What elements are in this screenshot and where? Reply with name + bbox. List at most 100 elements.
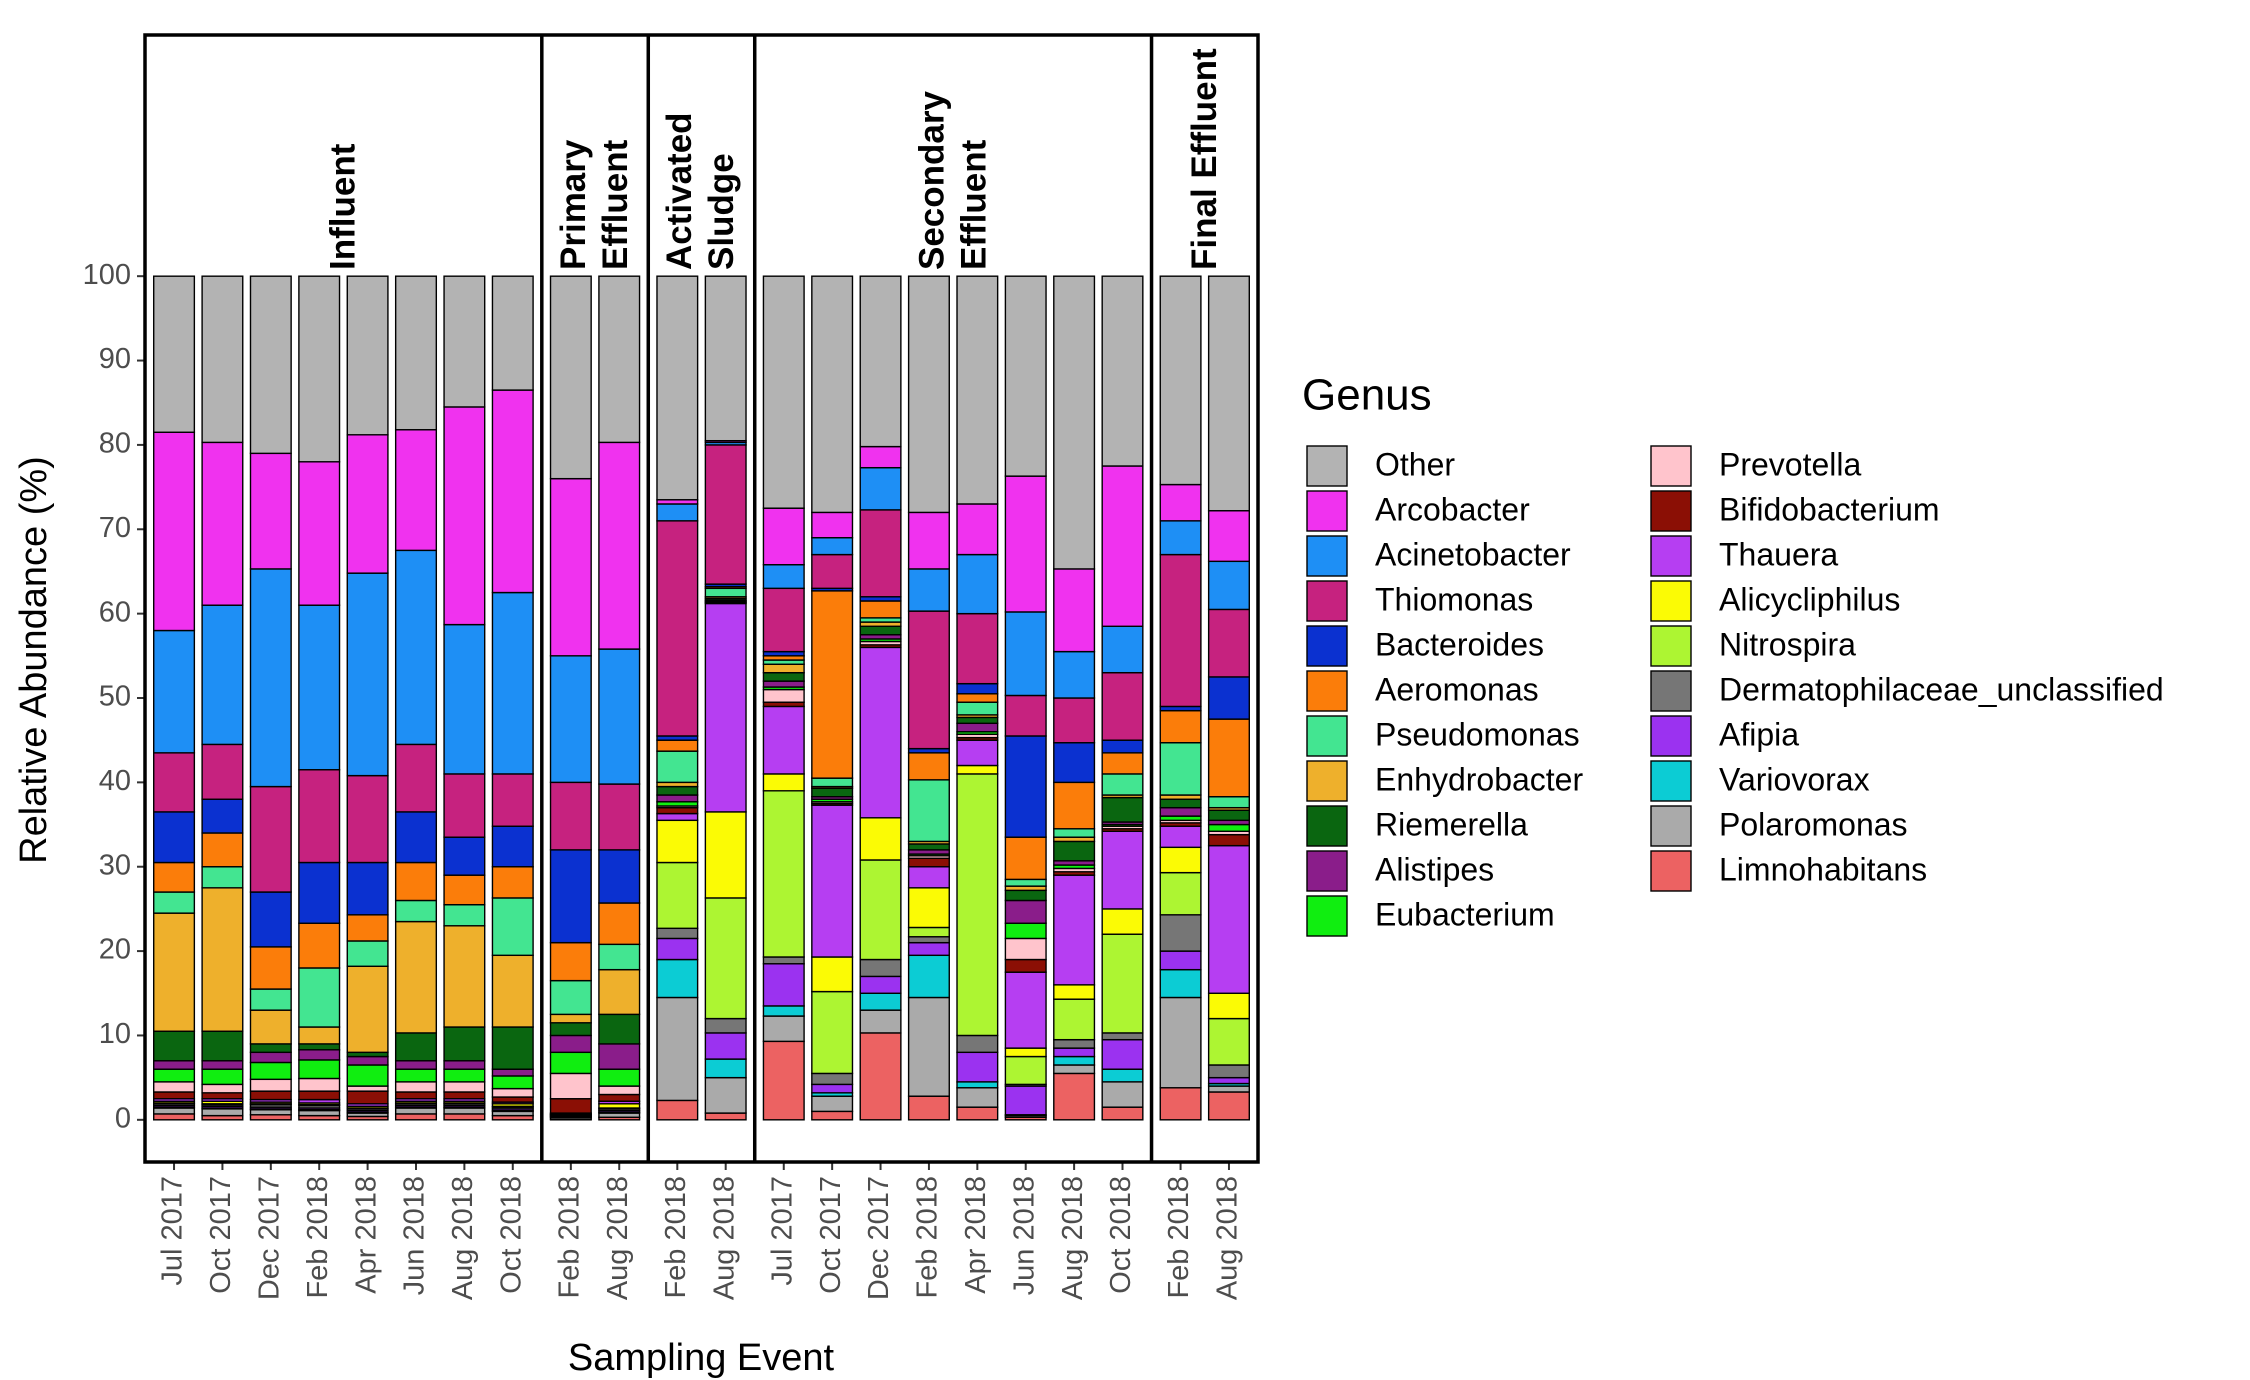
bar-segment [298, 769, 341, 864]
bar-segment [443, 1107, 486, 1115]
bar-segment [346, 914, 389, 942]
bar-segment [394, 1068, 438, 1083]
y-tick-label: 80 [99, 428, 131, 460]
bar-segment [656, 861, 699, 930]
bar-segment [1159, 709, 1202, 744]
bar-segment [394, 861, 438, 902]
legend-label: Thauera [1719, 536, 1838, 572]
bar-segment [346, 965, 389, 1054]
legend-key [1306, 670, 1348, 712]
bar-segment [346, 572, 389, 777]
x-tick-label: Jul 2017 [157, 1176, 189, 1286]
legend-label: Enhydrobacter [1375, 761, 1583, 797]
bar-segment [201, 866, 244, 889]
x-tick-label: Feb 2018 [1163, 1176, 1195, 1299]
bar-segment [598, 275, 641, 444]
x-tick-label: Oct 2017 [815, 1176, 847, 1294]
bar-segment [249, 1009, 292, 1045]
bar-segment [762, 564, 805, 590]
bar-segment [443, 925, 486, 1028]
bar-segment [443, 623, 486, 775]
legend-label: Prevotella [1719, 446, 1862, 482]
bar-segment [811, 537, 854, 556]
bar-segment [491, 1096, 534, 1103]
bar-segment [956, 693, 999, 703]
bar-segment [298, 1049, 341, 1061]
bar-segment [491, 1026, 534, 1070]
bar-segment [1053, 697, 1096, 744]
bar-segment [1004, 1085, 1047, 1116]
bar-segment [956, 1081, 999, 1089]
bar-segment [1101, 908, 1144, 935]
bar-segment [859, 992, 902, 1011]
bar-segment [443, 1091, 486, 1100]
bar-segment [549, 1022, 592, 1037]
y-tick-label: 100 [83, 259, 131, 291]
bar-segment [762, 773, 805, 792]
bar-segment [1159, 914, 1202, 952]
bar-segment [346, 1090, 389, 1105]
bar-segment [1004, 694, 1047, 737]
bar-segment [1053, 874, 1096, 986]
bar-segment [549, 1072, 592, 1100]
bar-segment [1159, 1087, 1202, 1121]
bar-segment [1053, 568, 1096, 653]
bar-segment [153, 1113, 196, 1121]
bar-segment [1004, 475, 1047, 613]
bar-segment [1207, 833, 1250, 847]
legend-key [1650, 490, 1692, 532]
bar-segment [1207, 992, 1250, 1020]
bar-segment [298, 1043, 341, 1051]
bar-segment [762, 1040, 805, 1121]
y-axis-title: Relative Abundance (%) [13, 456, 55, 864]
bar-segment [956, 716, 999, 725]
bar-segment [201, 604, 244, 746]
bar-segment [1101, 275, 1144, 467]
bar-segment [1004, 836, 1047, 881]
bar-segment [656, 819, 699, 864]
bar-segment [859, 625, 902, 636]
bar-segment [704, 1076, 747, 1114]
bar-segment [394, 1032, 438, 1062]
bar-segment [656, 503, 699, 522]
bar-segment [1101, 830, 1144, 910]
bar-segment [811, 777, 854, 788]
bar-segment [249, 275, 292, 455]
bar-segment [956, 773, 999, 1037]
bar-segment [1053, 742, 1096, 784]
bar-segment [762, 705, 805, 775]
bar-segment [656, 806, 699, 815]
bar-segment [1101, 752, 1144, 775]
legend-key [1306, 850, 1348, 892]
legend-label: Bifidobacterium [1719, 491, 1940, 527]
x-tick-label: Aug 2018 [708, 1176, 740, 1300]
bar-segment [1207, 1017, 1250, 1066]
bar-segment [956, 701, 999, 716]
bar-segment [907, 936, 950, 944]
bar-segment [549, 849, 592, 944]
bar-segment [1101, 625, 1144, 674]
bar-segment [907, 843, 950, 851]
bar-segment [907, 752, 950, 781]
bar-segment [1053, 781, 1096, 830]
bar-segment [1053, 275, 1096, 570]
bar-segment [394, 743, 438, 813]
facet-label: Secondary Effluent [755, 41, 1152, 270]
bar-segment [549, 941, 592, 982]
bar-segment [549, 979, 592, 1016]
bar-segment [394, 920, 438, 1034]
facet-label: Final Effluent [1152, 41, 1258, 270]
bar-segment [811, 1072, 854, 1086]
bar-segment [298, 275, 341, 463]
bar-segment [1159, 275, 1202, 486]
bar-segment [1159, 798, 1202, 809]
bar-segment [1207, 510, 1250, 563]
bar-segment [153, 891, 196, 914]
facet-label-text: Final Effluent [1184, 48, 1224, 270]
bar-segment [1207, 844, 1250, 994]
bar-segment [956, 1051, 999, 1083]
legend-key [1650, 850, 1692, 892]
bar-segment [1159, 871, 1202, 916]
bar-segment [1004, 1047, 1047, 1058]
bar-segment [346, 275, 389, 436]
